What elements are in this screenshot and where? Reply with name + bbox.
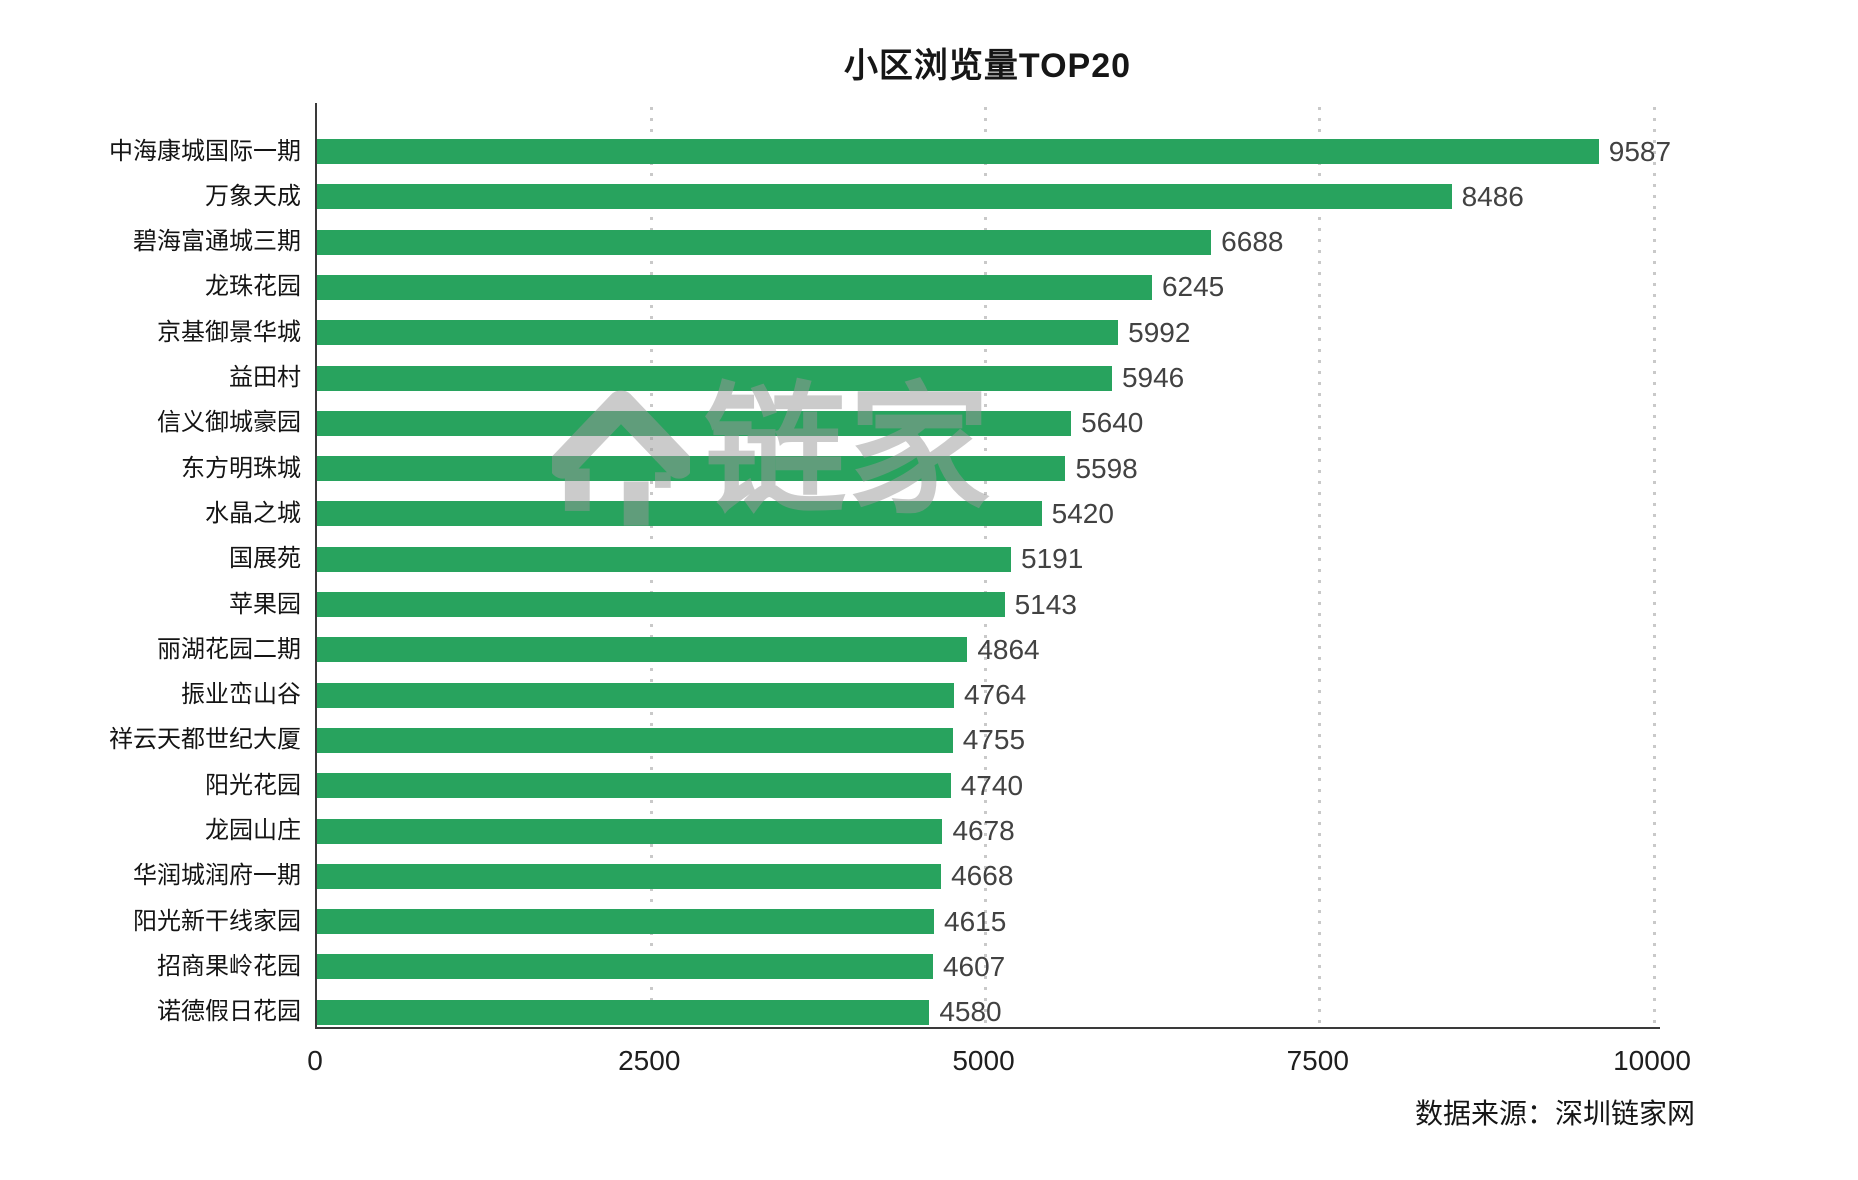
category-label: 华润城润府一期 — [133, 862, 301, 890]
bar — [317, 863, 942, 889]
category-label: 苹果园 — [229, 590, 301, 618]
category-label: 万象天成 — [205, 182, 301, 210]
value-label: 5946 — [1121, 362, 1185, 393]
x-tick-label-2500: 2500 — [618, 1045, 681, 1076]
value-label: 4580 — [939, 996, 1002, 1028]
bar — [317, 501, 1042, 527]
x-tick-label-5000: 5000 — [952, 1045, 1015, 1076]
chart-title: 小区浏览量TOP20 — [843, 47, 1132, 85]
bar — [317, 592, 1005, 617]
value-label: 5992 — [1128, 316, 1191, 348]
value-label: 5191 — [1021, 543, 1084, 575]
value-label: 8486 — [1461, 180, 1524, 212]
bar — [317, 229, 1212, 255]
value-label: 6688 — [1221, 226, 1284, 258]
bar — [317, 909, 935, 935]
bar — [317, 320, 1119, 346]
x-tick-label-10000: 10000 — [1613, 1045, 1691, 1076]
plot-area: 中海康城国际一期 9587 万象天成 8486 碧海富通城三期 6688 龙珠花园 6245 京… — [109, 103, 1671, 1029]
bar — [317, 546, 1012, 572]
category-label: 阳光新干线家园 — [133, 907, 301, 935]
category-label: 信义御城豪园 — [157, 409, 301, 437]
category-label: 诺德假日花园 — [157, 998, 301, 1026]
x-tick-label-7500: 7500 — [1286, 1045, 1349, 1076]
value-label: 5420 — [1051, 497, 1114, 529]
bar — [317, 727, 953, 753]
x-axis: 0 2500 5000 7500 10000 — [307, 103, 1691, 1093]
value-label: 5598 — [1075, 452, 1138, 484]
value-label: 4864 — [977, 633, 1040, 665]
bar — [317, 184, 1452, 210]
category-label: 东方明珠城 — [181, 454, 301, 482]
value-label: 4740 — [960, 769, 1024, 801]
value-label: 4607 — [942, 950, 1006, 982]
category-label: 丽湖花园二期 — [157, 635, 301, 663]
category-label: 招商果岭花园 — [157, 952, 301, 980]
value-label: 6245 — [1161, 271, 1225, 303]
value-label: 5640 — [1081, 407, 1144, 439]
value-label: 4668 — [951, 860, 1014, 892]
gridline-10000 — [1652, 107, 1656, 1027]
category-label: 龙珠花园 — [205, 273, 301, 301]
value-label: 4764 — [963, 679, 1027, 711]
bar — [317, 954, 933, 980]
data-source-note: 数据来源：深圳链家网 — [1414, 1098, 1695, 1129]
bar — [317, 365, 1112, 391]
value-label: 9587 — [1608, 135, 1672, 167]
bar — [317, 139, 1599, 164]
category-label: 龙园山庄 — [205, 817, 301, 844]
gridline-7500 — [1318, 107, 1322, 1027]
bar — [317, 274, 1152, 300]
category-label: 水晶之城 — [205, 499, 301, 527]
bar — [317, 682, 954, 708]
bar — [317, 456, 1066, 482]
category-label: 祥云天都世纪大厦 — [109, 726, 301, 754]
bar — [317, 999, 930, 1025]
value-label: 4755 — [962, 724, 1026, 756]
category-label: 国展苑 — [229, 545, 301, 573]
category-label: 振业峦山谷 — [181, 681, 301, 709]
value-label: 4678 — [952, 815, 1015, 846]
category-label: 益田村 — [229, 364, 301, 391]
value-label: 5143 — [1014, 588, 1077, 620]
category-label: 碧海富通城三期 — [133, 228, 301, 256]
value-label: 4615 — [944, 905, 1007, 937]
x-tick-label-0: 0 — [307, 1045, 323, 1076]
bar — [317, 637, 968, 663]
bar — [317, 773, 951, 799]
bar — [317, 410, 1072, 436]
category-label: 阳光花园 — [205, 771, 301, 799]
category-label: 京基御景华城 — [157, 318, 301, 346]
bar — [317, 818, 943, 844]
category-label: 中海康城国际一期 — [109, 137, 301, 165]
